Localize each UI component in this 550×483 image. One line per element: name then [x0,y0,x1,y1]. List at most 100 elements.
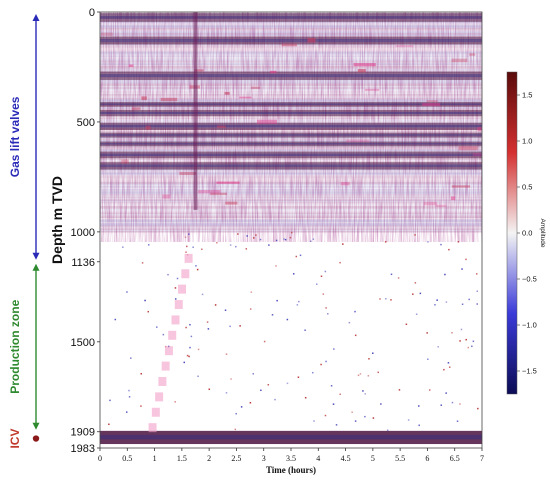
noise-patch [435,204,446,208]
zone-label: Gas lift valves [8,96,22,177]
noise-dot [320,275,323,278]
signal-band [100,122,482,131]
noise-patch [194,69,204,72]
texture-line [100,46,482,48]
noise-dot [372,417,375,419]
texture-line [100,192,482,195]
noise-dot [245,248,248,250]
texture-line [100,227,482,229]
noise-dot [192,246,194,248]
y-tick-label: 1983 [71,443,95,455]
noise-dot [190,335,193,338]
noise-patch [128,64,134,68]
noise-dot [339,393,341,396]
texture-line [100,138,482,141]
noise-patch [450,196,456,201]
noise-dot [364,393,366,395]
texture-line [100,55,482,58]
noise-patch [426,100,438,103]
noise-dot [216,241,218,244]
noise-dot [448,366,451,368]
texture-line [100,221,482,224]
noise-patch [345,139,370,143]
noise-dot [390,299,392,301]
colorbar-tick-label: 0.0 [522,229,532,238]
noise-dot [467,346,470,349]
signal-band [100,151,482,159]
texture-line [100,23,482,26]
texture-line [100,179,482,182]
noise-dot [286,318,289,321]
texture-line [100,196,482,199]
noise-dot [271,314,274,316]
signal-band [100,141,482,147]
noise-dot [384,241,387,243]
texture-line [100,29,482,31]
noise-dot [196,268,199,271]
signal-band-core [100,153,482,156]
texture-line [100,50,482,52]
noise-dot [357,374,360,377]
noise-dot [465,258,467,261]
x-tick-label: 6 [425,454,429,463]
texture-line [100,92,482,95]
noise-dot [412,293,414,295]
noise-dot [304,329,306,331]
noise-dot [197,375,199,378]
texture-line [100,64,482,67]
texture-line [100,223,482,225]
noise-dot [377,371,380,374]
zone-label: Production zone [8,299,22,393]
noise-dot [184,236,187,238]
noise-patch [423,201,437,206]
texture-line [100,175,482,178]
noise-dot [459,403,461,405]
texture-line [100,68,482,71]
colorbar-tick-label: −1.5 [522,367,537,376]
noise-dot [324,414,327,417]
noise-patch [121,159,129,164]
texture-line [100,228,482,230]
texture-line [100,26,482,29]
noise-dot [477,407,479,410]
texture-line [100,139,482,142]
x-tick-label: 7 [480,454,484,463]
noise-dot [147,244,150,246]
signal-band [100,36,482,45]
zone-arrowhead-top [32,14,40,21]
x-tick-label: 0 [98,454,102,463]
texture-line [100,159,482,162]
noise-dot [144,299,146,302]
texture-line [100,84,482,87]
noise-dot [224,309,227,311]
signal-band [100,109,482,117]
noise-dot [414,282,417,284]
texture-line [100,22,482,25]
texture-line [100,21,482,23]
noise-dot [457,241,460,243]
noise-dot [451,332,453,334]
heatmap [100,12,482,445]
texture-line [100,172,482,175]
texture-line [100,146,482,149]
texture-line [100,59,482,62]
texture-line [100,130,482,133]
noise-dot [390,273,393,276]
texture-line [100,207,482,209]
noise-dot [229,244,232,246]
noise-dot [461,303,464,306]
texture-line [100,30,482,33]
texture-line [100,121,482,124]
noise-dot [156,326,158,328]
noise-dot [298,300,300,303]
noise-dot [167,273,169,276]
streak-patch [171,315,180,325]
x-tick-label: 1 [153,454,157,463]
texture-line [100,117,482,120]
noise-dot [130,357,132,359]
noise-patch [477,127,482,131]
noise-dot [325,360,327,363]
texture-line [100,95,482,97]
noise-dot [162,333,165,336]
texture-line [100,158,482,161]
